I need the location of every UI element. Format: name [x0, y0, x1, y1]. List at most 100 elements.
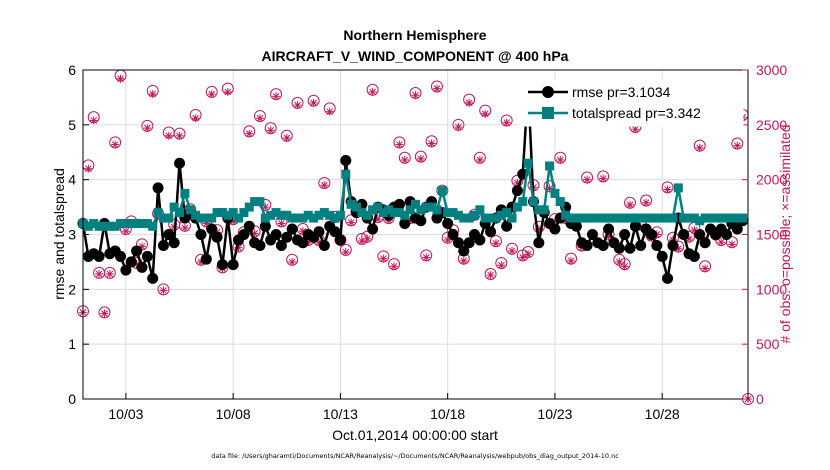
rmse-point-44 — [313, 226, 325, 238]
rmse-point-47 — [329, 226, 341, 238]
totalspread-point-123 — [738, 213, 748, 223]
rmse-point-9 — [125, 256, 137, 268]
y-tick-label-1: 1 — [68, 336, 76, 352]
totalspread-point-53 — [362, 210, 372, 220]
totalspread-point-50 — [346, 199, 356, 209]
totalspread-point-62 — [411, 199, 420, 209]
obs-assimilated-marker-5 — [105, 269, 114, 278]
obs-assimilated-stroke-56-3 — [379, 255, 387, 262]
obs-assimilated-stroke-36-3 — [272, 92, 280, 100]
obs-assimilated-stroke-105-3 — [642, 199, 650, 207]
rmse-point-12 — [141, 250, 153, 262]
obs-assimilated-marker-76 — [486, 271, 495, 280]
totalspread-point-5 — [105, 221, 115, 231]
chart-title: Northern Hemisphere — [343, 27, 486, 43]
totalspread-point-86 — [539, 205, 549, 215]
totalspread-point-118 — [711, 213, 721, 223]
rmse-point-49 — [340, 154, 352, 166]
obs-assimilated-stroke-97-3 — [599, 175, 607, 182]
rmse-point-98 — [603, 223, 615, 235]
totalspread-point-89 — [555, 197, 565, 207]
rmse-point-23 — [200, 253, 212, 265]
obs-assimilated-marker-65 — [427, 139, 436, 148]
obs-assimilated-marker-3 — [95, 269, 104, 278]
obs-assimilated-marker-18 — [175, 131, 184, 140]
totalspread-point-28 — [228, 208, 238, 218]
totalspread-point-112 — [679, 213, 689, 223]
obs-assimilated-stroke-83-3 — [524, 250, 532, 258]
obs-assimilated-stroke-66-3 — [433, 85, 441, 92]
obs-assimilated-marker-116 — [701, 264, 710, 273]
totalspread-point-85 — [534, 205, 544, 215]
obs-assimilated-marker-12 — [143, 124, 152, 133]
obs-assimilated-marker-45 — [320, 181, 329, 190]
obs-assimilated-marker-119 — [717, 238, 726, 247]
obs-assimilated-marker-36 — [272, 92, 281, 101]
totalspread-point-13 — [148, 221, 158, 231]
obs-assimilated-stroke-53-3 — [363, 235, 371, 243]
totalspread-point-44 — [314, 210, 324, 220]
obs-assimilated-stroke-27-3 — [224, 88, 232, 96]
obs-assimilated-stroke-115-3 — [696, 144, 704, 152]
obs-assimilated-marker-7 — [116, 74, 125, 83]
obs-assimilated-stroke-122-3 — [733, 142, 741, 150]
rmse-point-94 — [581, 239, 593, 251]
obs-assimilated-stroke-15-3 — [160, 287, 167, 294]
obs-assimilated-stroke-3-3 — [95, 270, 103, 278]
obs-assimilated-marker-2 — [89, 116, 98, 125]
obs-assimilated-marker-97 — [599, 174, 608, 183]
totalspread-point-82 — [518, 197, 528, 207]
totalspread-point-101 — [620, 213, 630, 223]
totalspread-point-59 — [394, 208, 404, 218]
obs-assimilated-marker-94 — [583, 175, 592, 184]
rmse-point-115 — [694, 229, 706, 240]
obs-assimilated-marker-115 — [695, 143, 704, 152]
x-tick-label-5: 10/28 — [645, 406, 680, 422]
rmse-point-26 — [216, 259, 228, 271]
totalspread-point-96 — [593, 213, 603, 223]
totalspread-point-56 — [378, 208, 388, 218]
obs-assimilated-marker-74 — [475, 155, 484, 164]
obs-assimilated-marker-38 — [282, 133, 291, 142]
obs-assimilated-stroke-50-3 — [347, 219, 355, 226]
rmse-point-13 — [147, 272, 159, 284]
obs-assimilated-marker-8 — [121, 227, 130, 236]
obs-assimilated-marker-21 — [191, 114, 200, 123]
totalspread-point-68 — [443, 208, 453, 218]
obs-possible-marker-15 — [157, 283, 170, 296]
rmse-point-28 — [227, 259, 239, 271]
obs-assimilated-stroke-38-3 — [283, 134, 291, 142]
rmse-point-85 — [533, 237, 545, 249]
rmse-point-38 — [281, 231, 293, 243]
totalspread-point-94 — [582, 213, 592, 223]
rmse-point-3 — [93, 250, 105, 262]
totalspread-point-39 — [287, 213, 297, 223]
obs-assimilated-marker-46 — [325, 107, 334, 116]
rmse-point-70 — [452, 237, 464, 249]
totalspread-point-14 — [153, 208, 163, 218]
obs-assimilated-marker-103 — [631, 125, 640, 134]
totalspread-point-31 — [244, 202, 254, 212]
totalspread-point-77 — [491, 213, 501, 223]
obs-possible-marker-76 — [484, 267, 497, 280]
totalspread-point-4 — [99, 221, 109, 231]
totalspread-point-66 — [432, 205, 442, 215]
obs-assimilated-stroke-12-3 — [144, 124, 151, 132]
obs-assimilated-marker-78 — [497, 261, 506, 270]
rmse-point-24 — [206, 223, 218, 235]
obs-assimilated-marker-54 — [368, 87, 377, 96]
rmse-point-79 — [501, 220, 513, 232]
totalspread-point-110 — [668, 213, 678, 223]
rmse-point-110 — [667, 239, 679, 251]
obs-assimilated-marker-77 — [491, 239, 500, 248]
totalspread-point-58 — [389, 208, 399, 218]
legend-spread-marker — [542, 107, 554, 119]
obs-assimilated-stroke-1-3 — [85, 165, 92, 173]
rmse-point-54 — [367, 223, 379, 235]
obs-assimilated-stroke-109-3 — [664, 186, 671, 193]
totalspread-point-29 — [234, 213, 244, 223]
obs-assimilated-stroke-49-3 — [342, 248, 350, 256]
obs-assimilated-stroke-40-3 — [294, 101, 301, 109]
obs-assimilated-marker-27 — [223, 87, 232, 96]
